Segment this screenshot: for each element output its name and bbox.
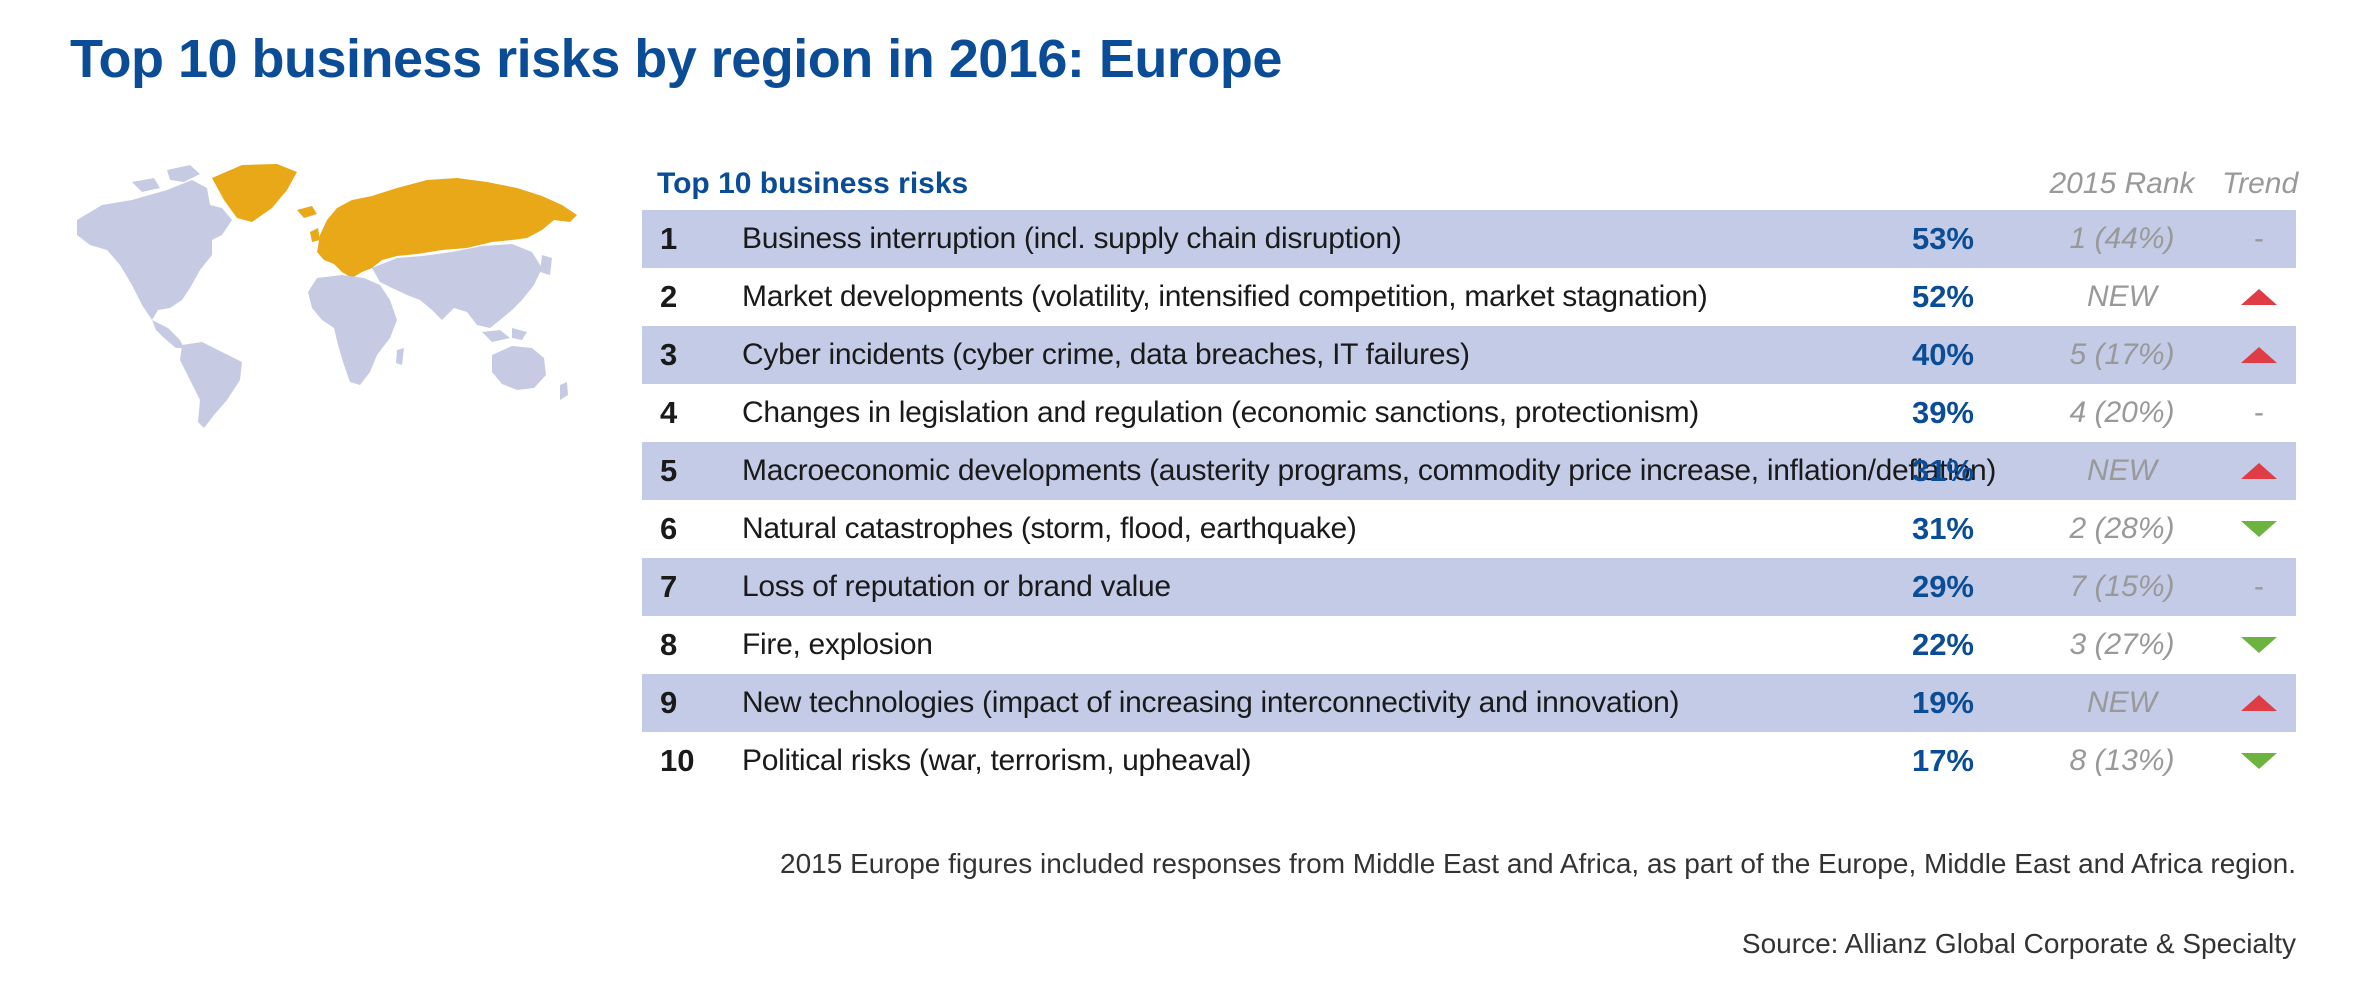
- table-row: 8 Fire, explosion 22% 3 (27%): [642, 616, 2296, 674]
- trend-down-icon: [2222, 732, 2296, 790]
- table-row: 10 Political risks (war, terrorism, uphea…: [642, 732, 2296, 790]
- row-risk: Macroeconomic developments (austerity pr…: [742, 454, 1997, 487]
- map-greenland: [212, 164, 297, 222]
- table-row: 6 Natural catastrophes (storm, flood, ear…: [642, 500, 2296, 558]
- risk-table: Top 10 business risks 2015 Rank Trend 1 B…: [642, 155, 2299, 790]
- header-trend: Trend: [2222, 167, 2299, 200]
- trend-down-icon: [2222, 616, 2296, 674]
- row-risk: New technologies (impact of increasing i…: [742, 686, 1680, 719]
- row-percent: 53%: [1911, 221, 1974, 256]
- row-rank: 5: [660, 453, 678, 488]
- row-2015-rank: 3 (27%): [2069, 628, 2175, 661]
- row-rank: 1: [660, 221, 678, 256]
- table-row: 9 New technologies (impact of increasing …: [642, 674, 2296, 732]
- header-2015-rank: 2015 Rank: [2049, 167, 2195, 200]
- row-2015-rank: 5 (17%): [2069, 338, 2175, 371]
- table-body: 1 Business interruption (incl. supply cha…: [642, 210, 2296, 790]
- table-row: 2 Market developments (volatility, intens…: [642, 268, 2296, 326]
- trend-same-icon: -: [2254, 570, 2264, 603]
- row-risk: Changes in legislation and regulation (e…: [742, 396, 1699, 429]
- map-asia: [372, 244, 542, 328]
- table-row: 5 Macroeconomic developments (austerity p…: [642, 442, 2296, 500]
- row-rank: 6: [660, 511, 678, 546]
- row-rank: 9: [660, 685, 678, 720]
- table-row: 3 Cyber incidents (cyber crime, data brea…: [642, 326, 2296, 384]
- row-2015-rank: 2 (28%): [2069, 512, 2175, 545]
- row-percent: 22%: [1911, 627, 1974, 662]
- header-risks: Top 10 business risks: [657, 167, 969, 200]
- row-2015-rank: NEW: [2087, 686, 2157, 719]
- row-risk: Cyber incidents (cyber crime, data breac…: [742, 338, 1470, 371]
- map-central-america: [152, 320, 184, 348]
- row-2015-rank: 8 (13%): [2069, 744, 2175, 777]
- trend-down-icon: [2222, 500, 2296, 558]
- row-2015-rank: 7 (15%): [2069, 570, 2175, 603]
- triangle-up-icon: [2241, 347, 2277, 363]
- table-row: 7 Loss of reputation or brand value 29% 7 (…: [642, 558, 2296, 616]
- row-2015-rank: 4 (20%): [2069, 396, 2175, 429]
- table-header: Top 10 business risks 2015 Rank Trend: [642, 155, 2299, 210]
- row-percent: 39%: [1911, 395, 1974, 430]
- triangle-up-icon: [2241, 289, 2277, 305]
- row-rank: 8: [660, 627, 678, 662]
- row-risk: Natural catastrophes (storm, flood, eart…: [742, 512, 1357, 545]
- row-percent: 31%: [1911, 453, 1974, 488]
- trend-same-icon: -: [2254, 222, 2264, 255]
- page-title: Top 10 business risks by region in 2016:…: [70, 29, 1282, 89]
- row-risk: Political risks (war, terrorism, upheava…: [742, 744, 1252, 777]
- map-africa: [308, 275, 397, 385]
- triangle-down-icon: [2241, 637, 2277, 653]
- trend-up-icon: [2222, 442, 2296, 500]
- row-percent: 17%: [1911, 743, 1974, 778]
- row-2015-rank: NEW: [2087, 454, 2157, 487]
- row-rank: 10: [660, 743, 695, 778]
- source-note: Source: Allianz Global Corporate & Speci…: [1741, 928, 2296, 959]
- table-row: 4 Changes in legislation and regulation (…: [642, 384, 2296, 442]
- row-percent: 19%: [1911, 685, 1974, 720]
- table-row: 1 Business interruption (incl. supply cha…: [642, 210, 2296, 268]
- triangle-up-icon: [2241, 695, 2277, 711]
- triangle-up-icon: [2241, 463, 2277, 479]
- trend-same-icon: -: [2254, 396, 2264, 429]
- map-europe: [317, 178, 577, 278]
- row-rank: 3: [660, 337, 678, 372]
- row-percent: 29%: [1911, 569, 1974, 604]
- row-rank: 7: [660, 569, 678, 604]
- triangle-down-icon: [2241, 753, 2277, 769]
- row-percent: 52%: [1911, 279, 1974, 314]
- row-risk: Market developments (volatility, intensi…: [742, 280, 1708, 313]
- row-risk: Loss of reputation or brand value: [742, 570, 1171, 603]
- map-australia: [492, 346, 546, 390]
- trend-up-icon: [2222, 326, 2296, 384]
- triangle-down-icon: [2241, 521, 2277, 537]
- row-risk: Business interruption (incl. supply chai…: [742, 222, 1402, 255]
- row-percent: 31%: [1911, 511, 1974, 546]
- map-north-america: [77, 180, 232, 320]
- row-2015-rank: 1 (44%): [2069, 222, 2175, 255]
- footnote: 2015 Europe figures included responses f…: [780, 848, 2296, 879]
- row-2015-rank: NEW: [2087, 280, 2157, 313]
- map-south-america: [180, 342, 242, 428]
- row-rank: 4: [660, 395, 678, 430]
- world-map: [77, 164, 577, 428]
- row-percent: 40%: [1911, 337, 1974, 372]
- row-rank: 2: [660, 279, 678, 314]
- trend-up-icon: [2222, 674, 2296, 732]
- trend-up-icon: [2222, 268, 2296, 326]
- row-risk: Fire, explosion: [742, 628, 933, 661]
